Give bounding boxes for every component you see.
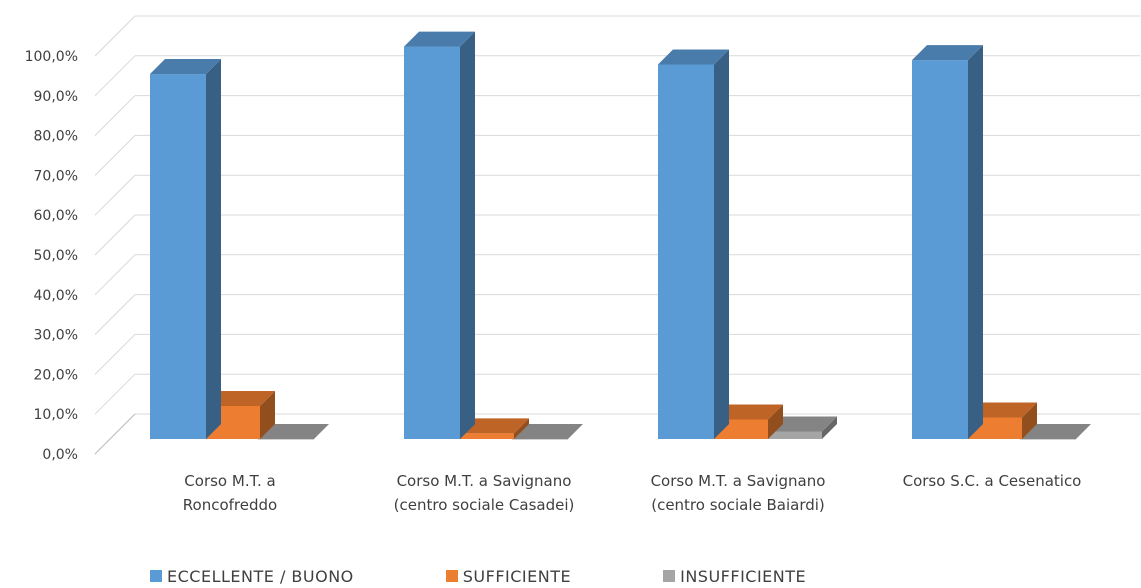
category-label: Corso M.T. a bbox=[184, 472, 275, 490]
bar bbox=[458, 418, 529, 439]
bar-top bbox=[1020, 424, 1091, 439]
bar-side bbox=[968, 45, 983, 439]
bar-front bbox=[766, 431, 822, 439]
bar-top bbox=[150, 59, 221, 75]
bar-front bbox=[1020, 439, 1076, 440]
bar-front bbox=[912, 60, 968, 439]
bar bbox=[766, 416, 837, 439]
category-labels: Corso M.T. a Roncofreddo Corso M.T. a Savi… bbox=[183, 472, 1082, 514]
bar-front bbox=[404, 46, 460, 440]
bar bbox=[404, 31, 475, 440]
bar-top bbox=[458, 418, 529, 434]
legend: ECCELLENTE / BUONO SUFFICIENTE INSUFFICI… bbox=[150, 565, 898, 587]
category-label: (centro sociale Casadei) bbox=[394, 496, 575, 514]
legend-label-sufficiente: SUFFICIENTE bbox=[462, 566, 572, 586]
bars bbox=[150, 31, 1091, 440]
y-tick-label: 30,0% bbox=[34, 328, 78, 344]
legend-item-eccellente: ECCELLENTE / BUONO bbox=[150, 567, 354, 586]
gridline-diagonal bbox=[94, 214, 136, 256]
bar-side bbox=[714, 49, 729, 440]
bar-front bbox=[458, 433, 514, 439]
bar-front bbox=[258, 439, 314, 440]
bar-front bbox=[658, 64, 714, 440]
legend-swatch-sufficiente bbox=[445, 570, 458, 582]
bar-side bbox=[206, 59, 221, 440]
category-label: Corso S.C. a Cesenatico bbox=[903, 472, 1082, 490]
bar-side bbox=[514, 418, 529, 439]
category-label: Roncofreddo bbox=[183, 496, 277, 514]
y-axis-tick-labels: 0,0% 10,0% 20,0% 30,0% 40,0% 50,0% 60,0% 70,0% 8… bbox=[25, 49, 78, 463]
gridline-diagonal bbox=[94, 294, 136, 335]
gridline-diagonal bbox=[94, 254, 136, 296]
y-tick-label: 100,0% bbox=[25, 49, 78, 65]
legend-label-eccellente: ECCELLENTE / BUONO bbox=[167, 566, 354, 586]
bar-side bbox=[1022, 402, 1037, 439]
y-tick-label: 10,0% bbox=[34, 407, 78, 423]
bar-side bbox=[260, 390, 275, 439]
gridline-diagonal bbox=[94, 135, 136, 176]
bar-top bbox=[658, 49, 729, 65]
gridlines bbox=[94, 15, 1140, 455]
bar-top bbox=[204, 390, 275, 406]
bar bbox=[1020, 424, 1091, 440]
y-tick-label: 50,0% bbox=[34, 248, 78, 264]
y-tick-label: 70,0% bbox=[34, 168, 78, 184]
bar-top bbox=[258, 424, 329, 439]
bar-side bbox=[768, 404, 783, 439]
y-tick-label: 80,0% bbox=[34, 129, 78, 145]
legend-item-insufficiente: INSUFFICIENTE bbox=[663, 567, 806, 586]
legend-swatch-eccellente bbox=[150, 570, 162, 582]
chart-area: 0,0% 10,0% 20,0% 30,0% 40,0% 50,0% 60,0% 70,0% 8… bbox=[25, 15, 1140, 514]
gridline-diagonal bbox=[94, 373, 136, 415]
bar bbox=[258, 424, 329, 440]
bar-top bbox=[766, 416, 837, 432]
y-tick-label: 20,0% bbox=[34, 367, 78, 383]
y-tick-label: 60,0% bbox=[34, 208, 78, 224]
bar-top bbox=[966, 402, 1037, 418]
gridline-diagonal bbox=[94, 95, 136, 136]
bar bbox=[150, 59, 221, 440]
y-tick-label: 90,0% bbox=[34, 89, 78, 105]
bar-side bbox=[822, 416, 837, 439]
bar bbox=[658, 49, 729, 440]
category-label: (centro sociale Baiardi) bbox=[651, 496, 825, 514]
gridline-diagonal bbox=[94, 55, 136, 97]
gridline-diagonal bbox=[94, 334, 136, 375]
bar-side bbox=[460, 31, 475, 440]
bar-top bbox=[712, 404, 783, 420]
bar-front bbox=[512, 439, 568, 440]
category-label: Corso M.T. a Savignano bbox=[651, 472, 826, 490]
legend-swatch-insufficiente bbox=[663, 570, 676, 582]
bar-top bbox=[404, 31, 475, 47]
gridline-diagonal bbox=[94, 174, 136, 216]
legend-item-sufficiente: SUFFICIENTE bbox=[445, 566, 572, 586]
y-tick-label: 40,0% bbox=[34, 288, 78, 304]
bar-top bbox=[912, 45, 983, 61]
y-tick-label: 0,0% bbox=[42, 447, 78, 463]
legend-label-insufficiente: INSUFFICIENTE bbox=[680, 566, 807, 586]
bar bbox=[912, 45, 983, 439]
bar-top bbox=[512, 424, 583, 439]
bar bbox=[512, 424, 583, 440]
gridline-diagonal bbox=[94, 15, 136, 57]
bar-front bbox=[150, 74, 206, 439]
category-label: Corso M.T. a Savignano bbox=[397, 472, 572, 490]
floor-edge bbox=[94, 413, 136, 455]
